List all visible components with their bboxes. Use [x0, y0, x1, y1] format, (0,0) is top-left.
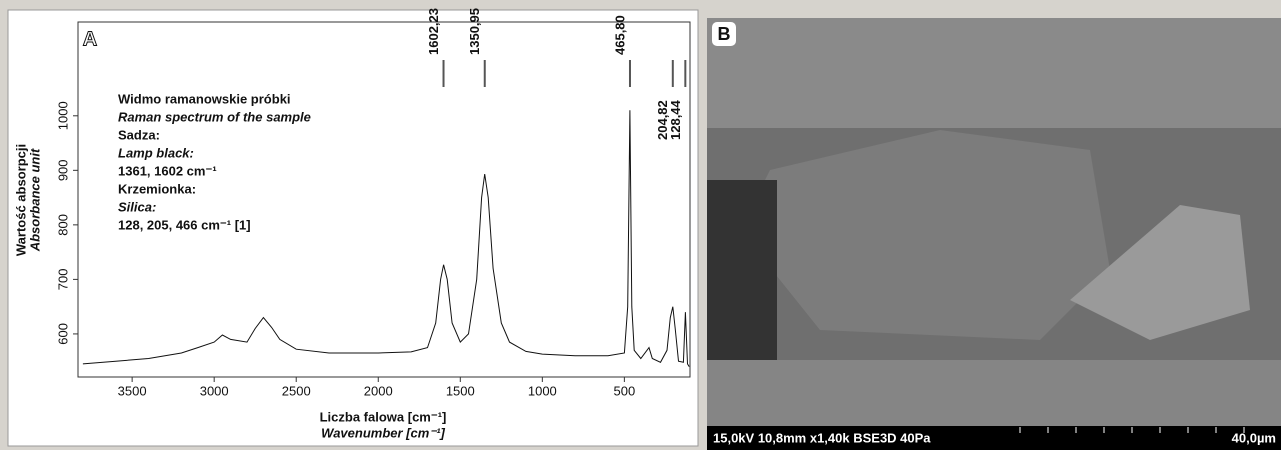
y-tick-label: 600 [55, 323, 70, 345]
x-tick-label: 3000 [200, 383, 229, 398]
sem-scale: 40,0µm [1232, 430, 1276, 445]
x-tick-label: 3500 [118, 383, 147, 398]
x-axis-title-en: Wavenumber [cm⁻¹] [321, 425, 445, 440]
panel-label: B [718, 24, 731, 44]
annotation-line: Sadza: [118, 127, 160, 142]
caption-bar [707, 426, 1281, 450]
peak-label: 465,80 [612, 15, 627, 55]
sem-particle [1070, 205, 1250, 340]
sem-particle [740, 130, 1110, 340]
annotation-line: Widmo ramanowskie próbki [118, 91, 291, 106]
sem-texture [707, 360, 1281, 426]
y-tick-label: 1000 [55, 101, 70, 130]
y-tick-label: 900 [55, 159, 70, 181]
annotation-line: Raman spectrum of the sample [118, 109, 311, 124]
annotation-line: 128, 205, 466 cm⁻¹ [1] [118, 217, 251, 232]
panel-label: A [83, 28, 97, 50]
y-tick-label: 800 [55, 214, 70, 236]
x-tick-label: 2000 [364, 383, 393, 398]
annotation-line: Silica: [118, 199, 156, 214]
scale-ticks [1019, 427, 1245, 433]
y-axis-title-en: Absorbance unit [27, 148, 42, 252]
panel-b: 15,0kV 10,8mm x1,40k BSE3D 40Pa 40,0µm B [707, 18, 1281, 450]
annotation-line: Lamp black: [118, 145, 194, 160]
x-axis-title: Liczba falowa [cm⁻¹] [320, 409, 447, 424]
sem-texture [707, 18, 1281, 128]
peak-label: 204,82 [655, 100, 670, 140]
y-axis-title: Wartość absorpcji [13, 144, 28, 256]
peak-label: 1350,95 [467, 8, 482, 55]
x-tick-label: 1500 [446, 383, 475, 398]
annotation-line: 1361, 1602 cm⁻¹ [118, 163, 217, 178]
x-tick-label: 2500 [282, 383, 311, 398]
x-tick-label: 1000 [528, 383, 557, 398]
panel-label-box [712, 22, 736, 46]
x-tick-label: 500 [614, 383, 636, 398]
peak-label: 1602,23 [426, 8, 441, 55]
plot-frame [77, 21, 691, 378]
spectrum-line [82, 110, 690, 367]
peak-label: 128,44 [668, 99, 683, 140]
annotation-line: Krzemionka: [118, 181, 196, 196]
sem-caption: 15,0kV 10,8mm x1,40k BSE3D 40Pa [713, 430, 931, 445]
panel-a [7, 9, 699, 447]
y-tick-label: 700 [55, 269, 70, 291]
